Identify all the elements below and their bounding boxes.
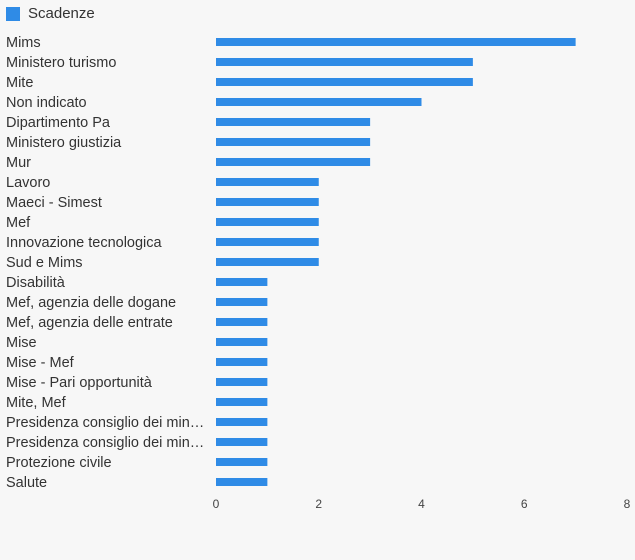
category-label: Ministero turismo	[6, 55, 116, 71]
category-label: Non indicato	[6, 95, 87, 111]
category-label: Dipartimento Pa	[6, 115, 111, 131]
bar[interactable]	[216, 258, 319, 266]
category-label: Lavoro	[6, 175, 50, 191]
category-label: Mef, agenzia delle dogane	[6, 295, 176, 311]
category-label: Mise - Mef	[6, 355, 75, 371]
category-label: Mur	[6, 155, 31, 171]
bar[interactable]	[216, 378, 268, 386]
category-label: Mef	[6, 215, 31, 231]
x-tick-label: 0	[213, 497, 220, 511]
bar[interactable]	[216, 218, 319, 226]
category-label: Presidenza consiglio dei min…	[6, 435, 204, 451]
bar[interactable]	[216, 458, 268, 466]
bar[interactable]	[216, 418, 268, 426]
x-tick-label: 4	[418, 497, 425, 511]
x-tick-label: 8	[624, 497, 631, 511]
bar[interactable]	[216, 198, 319, 206]
bar[interactable]	[216, 78, 473, 86]
category-label: Mise - Pari opportunità	[6, 375, 153, 391]
bar[interactable]	[216, 478, 268, 486]
bar[interactable]	[216, 298, 268, 306]
category-label: Mite	[6, 75, 33, 91]
x-tick-label: 2	[315, 497, 322, 511]
bar[interactable]	[216, 98, 422, 106]
category-label: Mise	[6, 335, 37, 351]
legend[interactable]: Scadenze	[6, 5, 95, 22]
bar[interactable]	[216, 438, 268, 446]
category-label: Innovazione tecnologica	[6, 235, 163, 251]
bar[interactable]	[216, 178, 319, 186]
bar[interactable]	[216, 338, 268, 346]
x-tick-label: 6	[521, 497, 528, 511]
bar[interactable]	[216, 278, 268, 286]
category-label: Mef, agenzia delle entrate	[6, 315, 173, 331]
category-label: Ministero giustizia	[6, 135, 122, 151]
category-label: Salute	[6, 475, 47, 491]
category-label: Disabilità	[6, 275, 66, 291]
category-label: Presidenza consiglio dei min…	[6, 415, 204, 431]
category-label: Sud e Mims	[6, 255, 83, 271]
bar[interactable]	[216, 238, 319, 246]
legend-label: Scadenze	[28, 5, 95, 22]
category-label: Maeci - Simest	[6, 195, 102, 211]
bar[interactable]	[216, 358, 268, 366]
bar[interactable]	[216, 398, 268, 406]
bar[interactable]	[216, 118, 371, 126]
bar[interactable]	[216, 38, 576, 46]
bar[interactable]	[216, 158, 371, 166]
bar[interactable]	[216, 318, 268, 326]
category-label: Mite, Mef	[6, 395, 67, 411]
category-label: Mims	[6, 35, 41, 51]
bar[interactable]	[216, 138, 371, 146]
category-label: Protezione civile	[6, 455, 112, 471]
legend-swatch	[6, 6, 20, 21]
bar[interactable]	[216, 58, 473, 66]
